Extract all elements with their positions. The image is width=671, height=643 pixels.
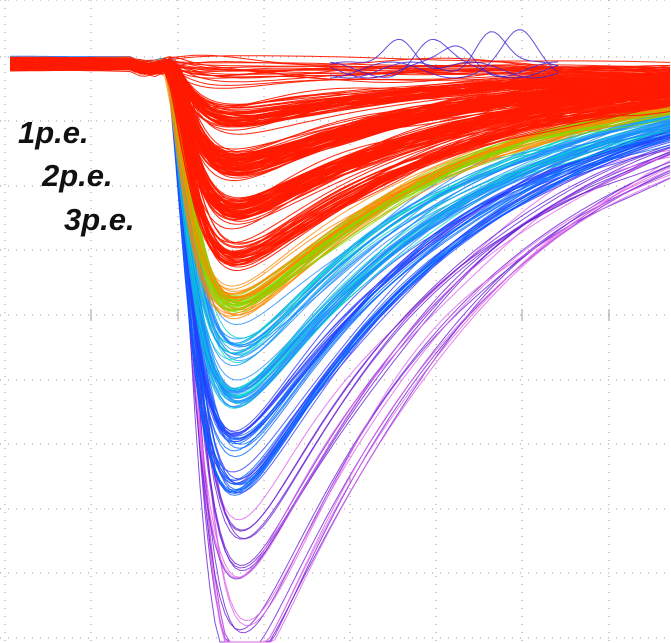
waveform [10,63,670,625]
pe-label: 2p.e. [41,158,113,193]
pe-label: 1p.e. [18,115,89,150]
scope-screen: 1p.e. 2p.e. 3p.e. [0,0,671,643]
waveforms [10,30,670,642]
labels: 1p.e. 2p.e. 3p.e. [18,115,135,237]
pe-label: 3p.e. [64,202,135,237]
